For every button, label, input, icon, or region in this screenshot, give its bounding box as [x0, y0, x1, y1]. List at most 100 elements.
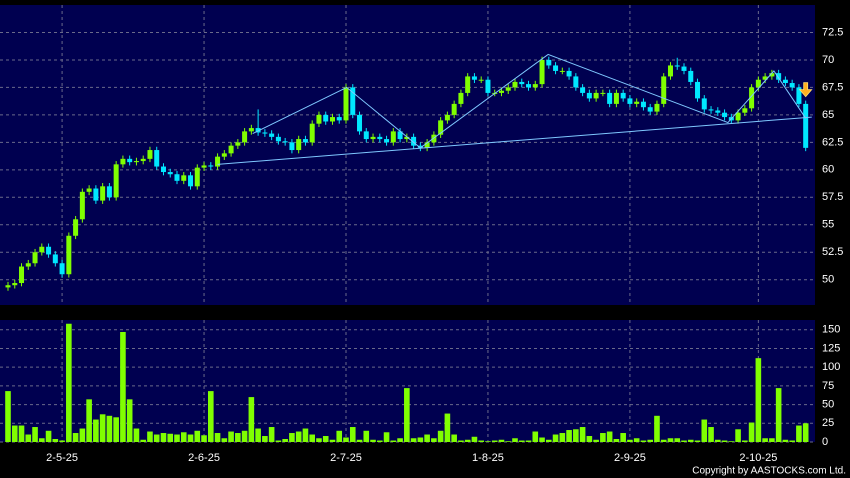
- candle-body: [46, 246, 52, 255]
- y-tick-label: 55: [822, 219, 834, 231]
- volume-bar: [32, 427, 38, 442]
- candle-body: [411, 136, 417, 146]
- volume-bar: [25, 434, 32, 442]
- volume-bar: [782, 439, 789, 442]
- candle-body: [688, 70, 694, 82]
- volume-bar: [390, 440, 397, 442]
- x-tick-label: 1-8-25: [472, 452, 504, 464]
- candle-body: [573, 76, 579, 88]
- volume-bar: [606, 431, 613, 442]
- y-tick-label: 52.5: [822, 246, 843, 258]
- candle-body: [127, 158, 133, 163]
- volume-bar: [404, 388, 410, 442]
- candle-body: [120, 158, 126, 165]
- candle-body: [323, 114, 329, 122]
- volume-bar: [126, 399, 133, 442]
- candle-body: [329, 117, 335, 122]
- candle-body: [174, 174, 180, 181]
- volume-bar: [275, 440, 282, 442]
- volume-bar: [647, 439, 653, 442]
- candle-body: [93, 188, 99, 201]
- volume-bar: [194, 430, 201, 442]
- volume-bar: [45, 430, 52, 442]
- volume-bar: [539, 437, 545, 442]
- volume-bar: [201, 435, 207, 442]
- candle-body: [269, 133, 275, 137]
- candle-body: [634, 101, 640, 104]
- candle-body: [181, 175, 187, 181]
- candle-body: [640, 101, 646, 108]
- candle-body: [451, 103, 457, 115]
- volume-bar: [458, 440, 464, 442]
- x-tick-label: 2-7-25: [330, 452, 362, 464]
- candle-body: [782, 79, 788, 84]
- volume-bar: [383, 432, 390, 442]
- candle-body: [242, 131, 248, 143]
- candle-body: [5, 285, 11, 288]
- volume-tick-label: 150: [822, 324, 840, 336]
- candle-body: [140, 158, 146, 162]
- candle-body: [133, 161, 139, 163]
- volume-tick-label: 25: [822, 417, 834, 429]
- candle-body: [532, 84, 538, 88]
- candle-body: [796, 87, 802, 104]
- candle-body: [519, 81, 525, 85]
- candle-body: [681, 66, 687, 71]
- volume-bar: [59, 440, 65, 442]
- volume-bar: [660, 439, 667, 442]
- volume-bar: [221, 438, 228, 442]
- candle-body: [100, 186, 106, 201]
- candle-body: [735, 112, 741, 121]
- y-tick-label: 62.5: [822, 136, 843, 148]
- volume-bar: [66, 323, 72, 442]
- volume-bar: [52, 439, 59, 442]
- volume-bar: [208, 391, 214, 442]
- volume-bar: [728, 441, 735, 442]
- volume-bar: [627, 439, 633, 442]
- candle-body: [384, 139, 390, 143]
- candle-body: [566, 70, 572, 77]
- price-panel: [0, 5, 815, 305]
- candle-body: [262, 132, 268, 134]
- volume-bar: [410, 438, 417, 442]
- volume-bar: [586, 436, 593, 442]
- candle-body: [404, 136, 410, 140]
- volume-bar: [153, 434, 160, 442]
- volume-bar: [471, 436, 478, 442]
- candle-body: [607, 92, 613, 104]
- volume-bar: [140, 439, 146, 442]
- volume-bar: [681, 440, 687, 442]
- candle-body: [201, 165, 207, 168]
- volume-bar: [336, 430, 343, 442]
- candle-body: [289, 142, 295, 151]
- y-tick-label: 60: [822, 164, 834, 176]
- volume-bar: [559, 433, 566, 442]
- volume-bar: [133, 428, 140, 442]
- volume-bar: [694, 440, 701, 442]
- candle-body: [363, 131, 369, 140]
- candle-body: [282, 141, 288, 143]
- candle-body: [86, 188, 92, 192]
- volume-bar: [120, 331, 126, 442]
- volume-bar: [11, 425, 18, 442]
- candle-body: [485, 79, 491, 93]
- y-tick-label: 65: [822, 109, 834, 121]
- volume-bar: [39, 438, 45, 442]
- candle-body: [296, 139, 302, 151]
- candle-body: [695, 81, 701, 99]
- volume-bar: [640, 440, 647, 442]
- candle-body: [701, 98, 707, 110]
- volume-bar: [316, 438, 322, 442]
- volume-bar: [796, 425, 802, 442]
- candle-body: [620, 92, 626, 99]
- candle-body: [350, 87, 356, 115]
- candle-body: [526, 84, 532, 88]
- volume-tick-label: 75: [822, 380, 834, 392]
- trend-line: [252, 53, 807, 149]
- volume-bar: [667, 438, 674, 442]
- volume-bar: [302, 428, 309, 442]
- volume-bar: [552, 434, 559, 442]
- volume-bar: [620, 433, 626, 442]
